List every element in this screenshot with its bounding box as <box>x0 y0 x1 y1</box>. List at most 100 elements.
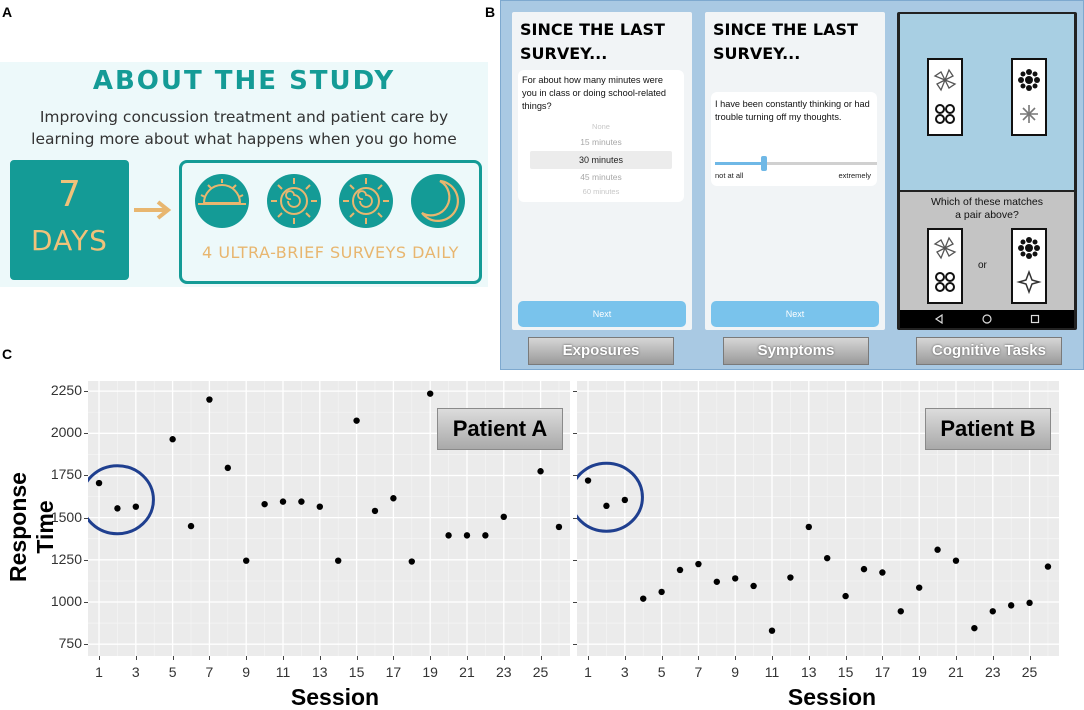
data-point <box>537 468 544 475</box>
exposures-next-button[interactable]: Next <box>518 301 686 327</box>
x-tick-mark <box>99 656 101 660</box>
surveys-box: 4 ULTRA-BRIEF SURVEYS DAILY <box>179 160 482 284</box>
panel-letter-c: C <box>2 346 13 362</box>
data-point <box>971 624 978 632</box>
cognitive-target-area <box>900 14 1074 190</box>
home-icon[interactable] <box>982 314 992 324</box>
y-tick-label: 750 <box>58 635 82 652</box>
x-tick-label: 17 <box>874 664 891 680</box>
question-line: Which of these matches <box>930 196 1044 208</box>
picker-selected-option[interactable]: 30 minutes <box>530 151 672 169</box>
recents-icon[interactable] <box>1030 314 1040 324</box>
x-tick-mark <box>319 656 321 660</box>
symptoms-label: Symptoms <box>723 337 869 365</box>
data-point <box>879 569 886 576</box>
x-tick-mark <box>393 656 395 660</box>
y-tick-mark <box>84 475 88 477</box>
data-point <box>915 584 923 591</box>
data-point <box>187 522 195 530</box>
x-tick-label: 9 <box>731 664 740 680</box>
question-line: a pair above? <box>955 209 1019 221</box>
y-tick-mark <box>84 517 88 519</box>
question-card: I have been constantly thinking or had t… <box>711 92 877 186</box>
x-tick-label: 13 <box>801 664 817 680</box>
symptoms-heading: SINCE THE LAST SURVEY... <box>713 18 858 66</box>
x-tick-label: 3 <box>620 664 629 680</box>
exposures-label: Exposures <box>528 337 674 365</box>
data-point <box>823 554 831 562</box>
flower-pattern-icon <box>1016 237 1042 295</box>
x-tick-label: 21 <box>459 664 475 680</box>
x-tick-label: 7 <box>694 664 703 680</box>
minutes-picker[interactable]: None 15 minutes 30 minutes 45 minutes 60… <box>518 120 684 195</box>
choice-card-left[interactable] <box>927 228 963 304</box>
x-tick-mark <box>992 656 994 660</box>
x-tick-mark <box>588 656 590 660</box>
picker-option[interactable]: 45 minutes <box>580 172 622 182</box>
data-point <box>353 417 360 424</box>
data-point <box>860 565 868 573</box>
choice-card-right[interactable] <box>1011 228 1047 304</box>
data-point <box>298 498 305 505</box>
x-tick-mark <box>246 656 248 660</box>
heading-line: SURVEY... <box>713 44 801 63</box>
data-point <box>1007 602 1015 609</box>
y-tick-mark <box>573 602 577 603</box>
data-point <box>463 532 471 539</box>
picker-option[interactable]: 60 minutes <box>582 187 620 195</box>
y-tick-mark <box>573 559 577 561</box>
heading-line: SINCE THE LAST <box>520 20 665 39</box>
data-point <box>261 500 268 508</box>
x-tick-label: 13 <box>312 664 328 680</box>
data-point <box>426 390 434 397</box>
exposures-question: For about how many minutes were you in c… <box>522 75 667 111</box>
sun-icon <box>267 174 321 228</box>
x-tick-label: 25 <box>532 664 549 680</box>
about-title: ABOUT THE STUDY <box>92 66 396 96</box>
pattern-card <box>927 58 963 136</box>
patient-b-title: Patient B <box>925 408 1051 450</box>
data-point <box>114 505 121 512</box>
x-tick-label: 19 <box>422 664 438 680</box>
days-number: 7 <box>58 174 81 215</box>
data-point <box>952 557 960 564</box>
y-tick-mark <box>573 391 577 393</box>
x-axis-title-b: Session <box>787 684 877 710</box>
data-point <box>445 532 452 539</box>
symptom-slider-track[interactable] <box>715 156 877 171</box>
data-point <box>750 582 757 590</box>
arrow-right-icon <box>134 200 172 220</box>
x-tick-label: 15 <box>348 664 365 680</box>
data-point <box>132 503 140 510</box>
x-tick-mark <box>735 656 737 660</box>
x-tick-label: 7 <box>205 664 214 680</box>
picker-option[interactable]: None <box>592 122 610 131</box>
sunrise-icon <box>195 174 249 228</box>
android-nav-bar <box>900 310 1074 328</box>
exposures-screen: SINCE THE LAST SURVEY... For about how m… <box>512 12 692 330</box>
x-tick-mark <box>540 656 542 660</box>
slider-min-label: not at all <box>715 171 744 180</box>
y-tick-mark <box>573 517 577 519</box>
cognitive-screen: Which of these matches a pair above? or <box>897 12 1077 330</box>
data-point <box>732 575 739 582</box>
x-tick-label: 1 <box>584 664 592 680</box>
data-point <box>584 477 592 484</box>
surveys-label: 4 ULTRA-BRIEF SURVEYS DAILY <box>202 243 459 262</box>
symptoms-next-button[interactable]: Next <box>711 301 879 327</box>
data-point <box>805 523 813 531</box>
about-subtitle-line1: Improving concussion treatment and patie… <box>39 108 449 126</box>
data-point <box>390 495 397 502</box>
sun-icon <box>339 174 393 228</box>
highlight-circle <box>577 461 644 533</box>
back-icon[interactable] <box>934 314 944 324</box>
panel-letter-b: B <box>485 4 496 20</box>
y-tick-mark <box>84 644 88 646</box>
symptom-slider-thumb[interactable] <box>760 156 767 171</box>
data-point <box>224 464 232 472</box>
x-tick-label: 9 <box>242 664 251 680</box>
data-point <box>408 558 415 565</box>
picker-option[interactable]: 15 minutes <box>580 137 622 147</box>
x-tick-mark <box>845 656 847 660</box>
x-tick-mark <box>624 656 626 660</box>
